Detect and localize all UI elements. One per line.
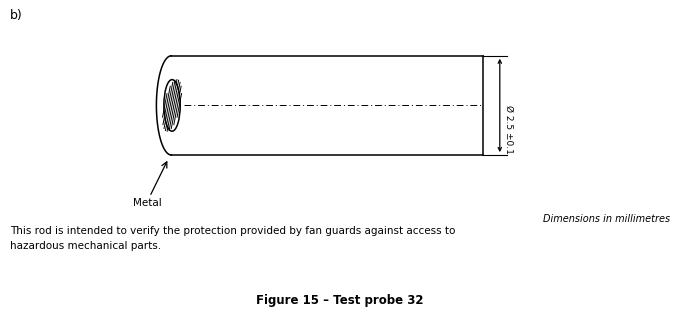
Text: b): b) [10, 9, 23, 22]
Text: Ø 2.5 ±0.1: Ø 2.5 ±0.1 [504, 105, 513, 154]
Text: Figure 15 – Test probe 32: Figure 15 – Test probe 32 [256, 294, 424, 307]
Text: Metal: Metal [133, 198, 161, 208]
Ellipse shape [164, 80, 180, 131]
Text: Dimensions in millimetres: Dimensions in millimetres [543, 214, 670, 224]
Text: This rod is intended to verify the protection provided by fan guards against acc: This rod is intended to verify the prote… [10, 226, 456, 251]
